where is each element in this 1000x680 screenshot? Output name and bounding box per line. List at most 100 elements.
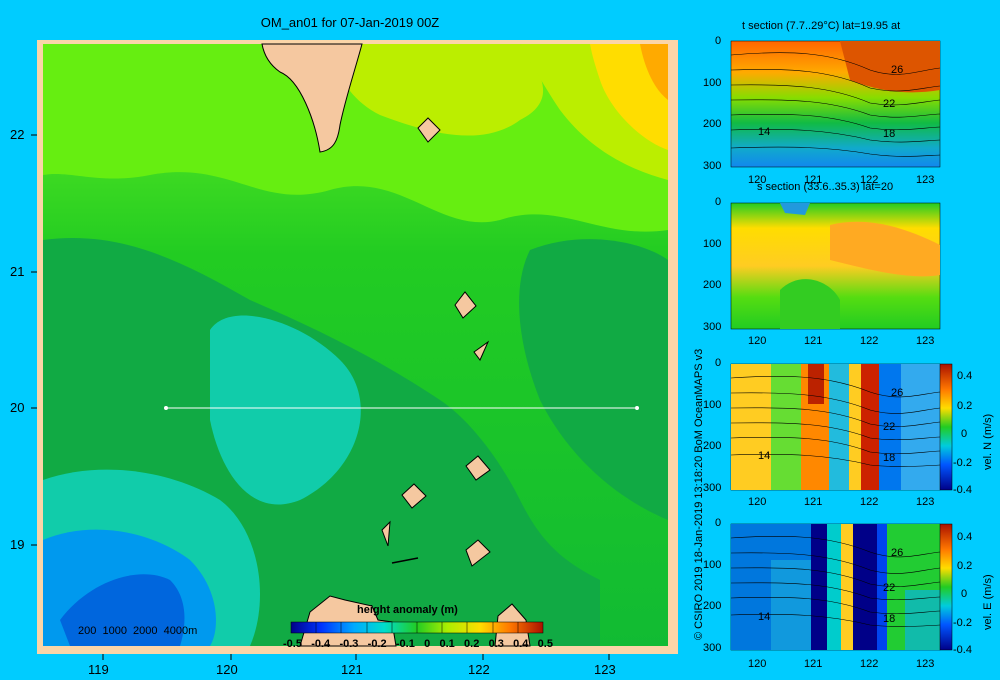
ve-contours bbox=[730, 535, 941, 627]
vn-cbar-tick: 0 bbox=[961, 428, 968, 440]
t-section-title: t section (7.7..29°C) lat=19.95 at bbox=[742, 20, 901, 32]
t-xtick: 120 bbox=[748, 174, 767, 186]
s-ytick: 200 bbox=[703, 279, 722, 291]
t-ytick: 300 bbox=[703, 160, 722, 172]
vn-ytick: 0 bbox=[715, 357, 722, 369]
ve-colorbar bbox=[939, 523, 953, 651]
lon-tick-119: 119 bbox=[88, 662, 109, 677]
colorbar-tick: 0 bbox=[424, 638, 431, 650]
colorbar-tick: -0.3 bbox=[339, 638, 359, 650]
ve-xtick: 123 bbox=[916, 658, 935, 670]
colorbar-tick: -0.4 bbox=[311, 638, 331, 650]
vn-cbar-tick: -0.2 bbox=[953, 457, 972, 469]
ve-cbar-tick: 0 bbox=[961, 588, 968, 600]
s-xtick: 123 bbox=[916, 335, 935, 347]
vn-ytick: 100 bbox=[703, 399, 722, 411]
lat-tick-20: 20 bbox=[10, 400, 25, 415]
s-green-lobe bbox=[780, 279, 840, 329]
vn-xtick: 121 bbox=[804, 496, 823, 508]
vn-cbar-tick: -0.4 bbox=[953, 484, 972, 496]
t-ytick: 200 bbox=[703, 118, 722, 130]
colorbar-tick: 0.2 bbox=[464, 638, 480, 650]
vn-colorbar bbox=[939, 363, 953, 491]
ve-cbar-tick: 0.2 bbox=[957, 560, 973, 572]
depth-legend: 200 1000 2000 4000m bbox=[78, 625, 198, 637]
vn-cbar-tick: 0.2 bbox=[957, 400, 973, 412]
t-contour-label: 26 bbox=[891, 64, 904, 76]
s-orange-core bbox=[830, 221, 940, 277]
colorbar-tick: -0.5 bbox=[283, 638, 302, 650]
t-ytick: 100 bbox=[703, 77, 722, 89]
s-xtick: 121 bbox=[804, 335, 823, 347]
ve-xtick: 121 bbox=[804, 658, 823, 670]
s-ytick: 300 bbox=[703, 321, 722, 333]
ve-ytick: 100 bbox=[703, 559, 722, 571]
lon-tick-120: 120 bbox=[216, 662, 238, 677]
vn-contour-label: 14 bbox=[758, 450, 771, 462]
colorbar-tick: -0.2 bbox=[367, 638, 387, 650]
ve-cbar-tick: -0.2 bbox=[953, 617, 972, 629]
anomaly-darkblue-sw bbox=[60, 574, 185, 646]
colorbar-title: height anomaly (m) bbox=[357, 604, 458, 616]
ve-ytick: 300 bbox=[703, 642, 722, 654]
luzon-land bbox=[299, 595, 397, 647]
island-1 bbox=[417, 117, 441, 143]
ve-contour-label: 18 bbox=[883, 613, 896, 625]
ve-bands bbox=[731, 524, 940, 650]
lon-tick-121: 121 bbox=[341, 662, 363, 677]
s-xtick: 120 bbox=[748, 335, 767, 347]
ve-ytick: 200 bbox=[703, 600, 722, 612]
reef-mark bbox=[391, 557, 419, 564]
t-warm-core bbox=[840, 41, 940, 93]
ve-xtick: 120 bbox=[748, 658, 767, 670]
anomaly-darkgreen-east bbox=[519, 239, 668, 520]
vn-contours bbox=[730, 375, 941, 467]
ve-cbar-tick: -0.4 bbox=[953, 644, 972, 656]
t-xtick: 121 bbox=[804, 174, 823, 186]
s-section-title: s section (33.6..35.3) lat=20 bbox=[757, 181, 894, 193]
colorbar-ticks: -0.5 -0.4 -0.3 -0.2 -0.1 0 0.1 0.2 0.3 0… bbox=[283, 638, 553, 650]
main-map[interactable] bbox=[0, 0, 690, 680]
vn-xtick: 120 bbox=[748, 496, 767, 508]
section-end-marker[interactable] bbox=[635, 406, 639, 410]
s-xtick: 122 bbox=[860, 335, 879, 347]
t-contour-label: 14 bbox=[758, 126, 771, 138]
t-contour-label: 22 bbox=[883, 98, 896, 110]
map-title: OM_an01 for 07-Jan-2019 00Z bbox=[260, 15, 440, 30]
section-start-marker[interactable] bbox=[164, 406, 168, 410]
island-2 bbox=[454, 291, 477, 319]
vn-contour-label: 26 bbox=[891, 387, 904, 399]
lat-tick-22: 22 bbox=[10, 127, 25, 142]
island-3 bbox=[473, 340, 490, 361]
lat-tick-21: 21 bbox=[10, 264, 25, 279]
vn-cbar-tick: 0.4 bbox=[957, 370, 973, 382]
lat-tick-19: 19 bbox=[10, 537, 25, 552]
s-blue-patch bbox=[780, 203, 810, 215]
vn-cbar-label: vel. N (m/s) bbox=[982, 413, 994, 470]
ve-cbar-label: vel. E (m/s) bbox=[982, 574, 994, 630]
vn-ytick: 300 bbox=[703, 482, 722, 494]
taiwan-land bbox=[261, 43, 363, 153]
vn-bands bbox=[731, 364, 940, 490]
colorbar-tick: 0.5 bbox=[537, 638, 553, 650]
colorbar-tick: 0.3 bbox=[488, 638, 504, 650]
t-xtick: 122 bbox=[860, 174, 879, 186]
anomaly-yellowgreen bbox=[337, 44, 544, 136]
island-6 bbox=[465, 539, 491, 567]
vn-contour-label: 22 bbox=[883, 421, 896, 433]
s-ytick: 0 bbox=[715, 196, 722, 208]
t-xtick: 123 bbox=[916, 174, 935, 186]
ve-xtick: 122 bbox=[860, 658, 879, 670]
ve-ytick: 0 bbox=[715, 517, 722, 529]
vn-xtick: 122 bbox=[860, 496, 879, 508]
vn-ytick: 200 bbox=[703, 440, 722, 452]
ve-contour-label: 22 bbox=[883, 582, 896, 594]
ve-cbar-tick: 0.4 bbox=[957, 531, 973, 543]
island-7 bbox=[381, 520, 391, 547]
lon-tick-122: 122 bbox=[468, 662, 490, 677]
ve-contour-label: 14 bbox=[758, 611, 771, 623]
section-panels bbox=[730, 40, 953, 651]
colorbar-tick: 0.1 bbox=[439, 638, 455, 650]
colorbar-tick: 0.4 bbox=[513, 638, 529, 650]
t-ytick: 0 bbox=[715, 35, 722, 47]
